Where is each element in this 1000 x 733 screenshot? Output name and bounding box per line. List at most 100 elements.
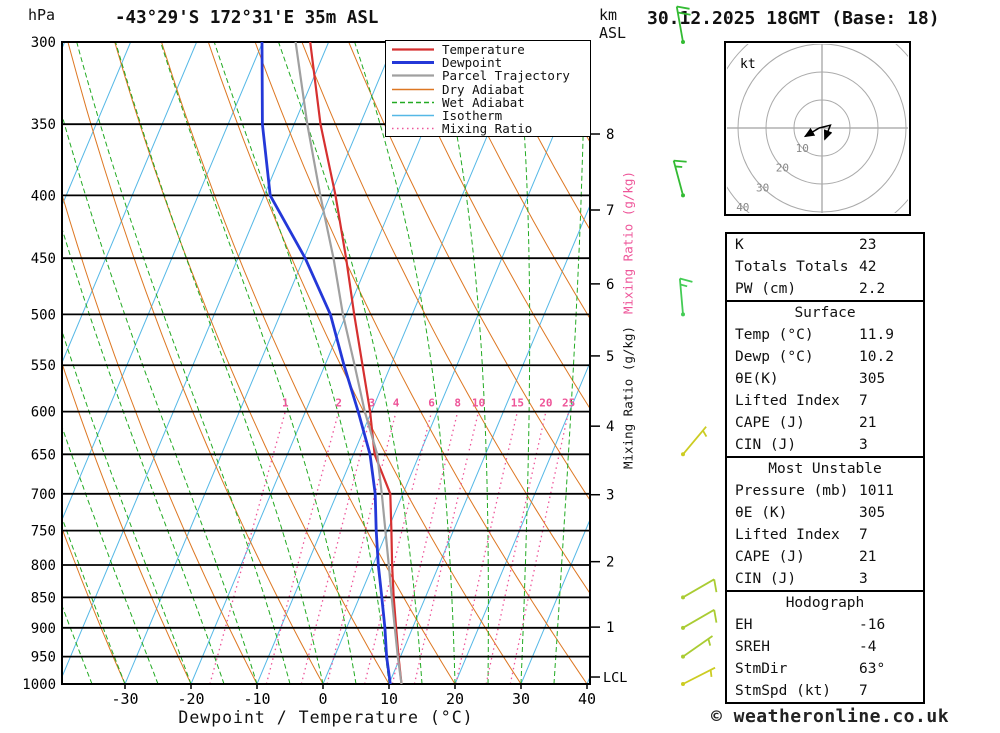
km-tick-label: 6 [606,277,614,293]
stat-label: CIN (J) [735,571,797,587]
stat-label: Temp (°C) [735,327,814,343]
pressure-tick-label: 300 [31,35,56,51]
stat-label: PW (cm) [735,281,797,297]
wind-barb [681,426,708,457]
legend-item-temperature: Temperature [386,42,590,58]
legend-item-dry-adiabat: Dry Adiabat [386,81,590,97]
stat-row: CIN (J) 3 [727,568,923,590]
stat-row: Totals Totals 42 [727,256,923,278]
stat-row: θE(K) 305 [727,368,923,390]
stat-row: StmDir 63° [727,658,923,680]
mixing-ratio-label: 20 [539,397,552,410]
pressure-tick-label: 450 [31,251,56,267]
legend-line-sample [392,74,434,78]
pressure-tick-label: 900 [31,621,56,637]
panel-title: Surface [794,305,856,321]
stat-value: 10.2 [859,349,894,365]
mixing-ratio-label: 6 [428,397,435,410]
stat-value: -16 [859,617,886,633]
indices-panel: K 23 Totals Totals 42 PW (cm) 2.2 [725,232,925,302]
mixing-ratio-label: 8 [454,397,461,410]
wind-barb [678,277,693,317]
temperature-curve [309,42,403,684]
temp-tick-label: 30 [512,690,530,708]
stat-row: Temp (°C) 11.9 [727,324,923,346]
temp-tick-label: 10 [380,690,398,708]
legend: Temperature Dewpoint Parcel Trajectory Dry … [385,40,591,137]
stat-label: K [735,237,744,253]
stat-row: K 23 [727,234,923,256]
surface-panel: Surface Temp (°C) 11.9 Dewp (°C) 10.2 θE(K) 30… [725,300,925,458]
stat-row: PW (cm) 2.2 [727,278,923,300]
pressure-tick-label: 700 [31,487,56,503]
stat-label: Totals Totals [735,259,849,275]
stat-value: 305 [859,505,886,521]
legend-line-sample [392,127,434,130]
legend-item-mixing-ratio: Mixing Ratio [386,121,590,137]
stat-value: 21 [859,415,877,431]
hodograph-ring-label: 40 [736,201,749,214]
stat-value: 42 [859,259,877,275]
mixing-ratio-label: 3 [368,397,375,410]
stat-row: Dewp (°C) 10.2 [727,346,923,368]
stat-value: 7 [859,393,868,409]
stat-value: 305 [859,371,886,387]
isotherm-lines [62,42,590,684]
pressure-axis-unit: hPa [28,6,56,24]
stat-value: 3 [859,571,868,587]
dewpoint-curve [260,42,392,684]
mixing-ratio-label: 1 [282,397,289,410]
mixing-ratio-label: 25 [562,397,575,410]
panel-title: Most Unstable [768,461,882,477]
legend-item-label: Dry Adiabat [442,81,525,97]
temp-tick-label: -20 [177,690,204,708]
hodograph-ring-label: 10 [796,142,809,155]
legend-item-label: Mixing Ratio [442,121,533,137]
mixing-ratio-label: 10 [472,397,485,410]
altitude-axis-unit-km: km [599,6,618,24]
mixing-ratio-label: 15 [511,397,524,410]
wind-barb [672,159,687,198]
plot-border [61,41,591,685]
date-title: 30.12.2025 18GMT (Base: 18) [647,8,940,29]
x-axis-label: Dewpoint / Temperature (°C) [178,708,474,727]
hodograph-trace [803,124,833,141]
stat-label: θE(K) [735,371,779,387]
legend-line-sample [392,114,434,117]
wind-barb [675,5,691,44]
legend-line-sample [392,61,434,65]
mixing-ratio-label: 4 [393,397,400,410]
temp-tick-label: -10 [243,690,270,708]
pressure-tick-label: 400 [31,188,56,204]
stat-label: StmDir [735,661,788,677]
stat-row: StmSpd (kt) 7 [727,680,923,702]
mixing-ratio-axis-label-pink: Mixing Ratio (g/kg) [620,171,636,314]
pressure-tick-label: 800 [31,558,56,574]
stat-value: 7 [859,527,868,543]
pressure-tick-label: 750 [31,524,56,540]
km-tick-label: 4 [606,419,614,435]
hodograph-ring-label: 30 [756,181,769,194]
pressure-tick-label: 600 [31,405,56,421]
pressure-tick-label: 650 [31,447,56,463]
legend-item-label: Parcel Trajectory [442,68,570,84]
stat-row: Lifted Index 7 [727,390,923,412]
legend-item-label: Temperature [442,42,525,58]
legend-item-parcel-trajectory: Parcel Trajectory [386,68,590,84]
legend-line-sample [392,48,434,51]
stat-row: θE (K) 305 [727,502,923,524]
km-tick-label: 2 [606,555,614,571]
stat-row: CAPE (J) 21 [727,546,923,568]
temp-tick-label: 40 [578,690,596,708]
pressure-tick-label: 950 [31,650,56,666]
stat-value: 63° [859,661,886,677]
stat-row: EH -16 [727,614,923,636]
wind-barb [681,666,716,686]
stat-row: CAPE (J) 21 [727,412,923,434]
stat-label: CIN (J) [735,437,797,453]
stat-row: Pressure (mb) 1011 [727,480,923,502]
stat-label: Lifted Index [735,527,840,543]
wind-barb [681,578,718,600]
stat-label: Lifted Index [735,393,840,409]
